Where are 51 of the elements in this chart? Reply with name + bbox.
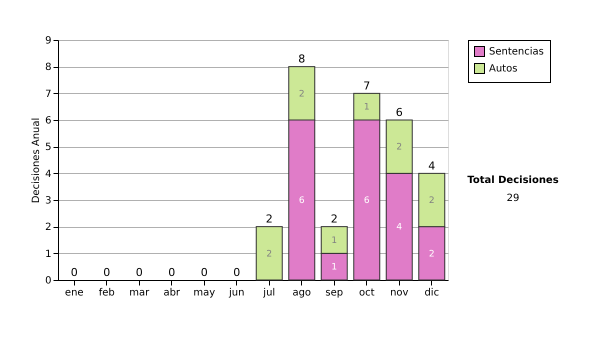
legend-label: Autos [489, 64, 518, 74]
x-tick-label: ene [64, 288, 84, 298]
data-label: 1 [364, 102, 370, 113]
total-label: 0 [70, 266, 78, 279]
total-label: 0 [200, 266, 208, 279]
total-label: 6 [396, 106, 403, 119]
x-tick-label: may [193, 288, 216, 298]
x-tick-label: oct [358, 288, 375, 298]
y-tick-label: 9 [45, 36, 52, 46]
x-tick-label: mar [129, 288, 150, 298]
y-tick-label: 1 [45, 248, 52, 260]
x-tick-label: feb [98, 288, 115, 298]
x-tick-label: ago [292, 288, 312, 298]
y-tick-label: 2 [45, 222, 52, 234]
text: 29 [506, 193, 520, 204]
x-tick-label: jun [228, 288, 244, 298]
total-label: 0 [103, 266, 110, 279]
data-label: 6 [364, 196, 370, 206]
data-label: 2 [298, 89, 305, 100]
data-label: 2 [266, 249, 272, 260]
data-label: 4 [396, 222, 402, 233]
y-tick-label: 5 [45, 142, 52, 154]
x-tick-label: dic [424, 288, 440, 298]
x-tick-label: abr [163, 288, 181, 298]
total-label: 0 [233, 266, 240, 279]
total-label: 2 [330, 212, 338, 226]
data-label: 1 [331, 236, 338, 246]
y-tick-label: 0 [45, 276, 52, 286]
total-label: 8 [298, 52, 306, 66]
legend-label: Sentencias [489, 46, 544, 58]
data-label: 2 [396, 142, 402, 153]
total-label: 0 [168, 266, 176, 279]
y-tick-label: 3 [45, 196, 52, 206]
total-label: 7 [363, 79, 370, 92]
data-label: 1 [331, 262, 338, 273]
x-tick-label: jul [262, 288, 276, 298]
x-tick-label: sep [325, 288, 344, 298]
data-label: 6 [298, 196, 305, 206]
data-label: 2 [428, 249, 435, 260]
total-label: 4 [428, 159, 436, 172]
x-tick-label: nov [390, 288, 409, 298]
text: Total Decisiones [467, 175, 559, 186]
y-axis-title: Decisiones Anual [31, 118, 42, 204]
data-label: 2 [428, 196, 435, 206]
total-label: 0 [136, 266, 143, 279]
y-tick-label: 7 [45, 88, 52, 100]
y-tick-label: 8 [45, 62, 52, 74]
total-label: 2 [266, 212, 273, 226]
bar [256, 226, 283, 280]
y-tick-label: 4 [45, 168, 52, 180]
y-tick-label: 6 [45, 116, 52, 126]
